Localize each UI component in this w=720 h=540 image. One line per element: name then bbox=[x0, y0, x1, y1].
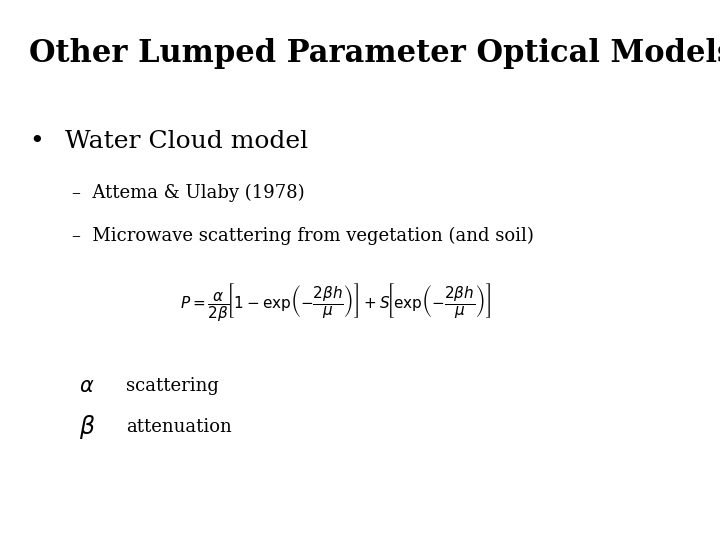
Text: scattering: scattering bbox=[126, 377, 219, 395]
Text: –  Attema & Ulaby (1978): – Attema & Ulaby (1978) bbox=[72, 184, 305, 202]
Text: Water Cloud model: Water Cloud model bbox=[65, 130, 308, 153]
Text: $\beta$: $\beta$ bbox=[79, 413, 96, 441]
Text: –  Microwave scattering from vegetation (and soil): – Microwave scattering from vegetation (… bbox=[72, 227, 534, 245]
Text: $\mathit{P} = \dfrac{\alpha}{2\beta}\!\left[1 - \exp\!\left(-\dfrac{2\beta h}{\m: $\mathit{P} = \dfrac{\alpha}{2\beta}\!\l… bbox=[180, 281, 491, 323]
Text: attenuation: attenuation bbox=[126, 417, 232, 436]
Text: •: • bbox=[29, 130, 43, 153]
Text: Other Lumped Parameter Optical Models: Other Lumped Parameter Optical Models bbox=[29, 38, 720, 69]
Text: $\alpha$: $\alpha$ bbox=[79, 376, 94, 396]
